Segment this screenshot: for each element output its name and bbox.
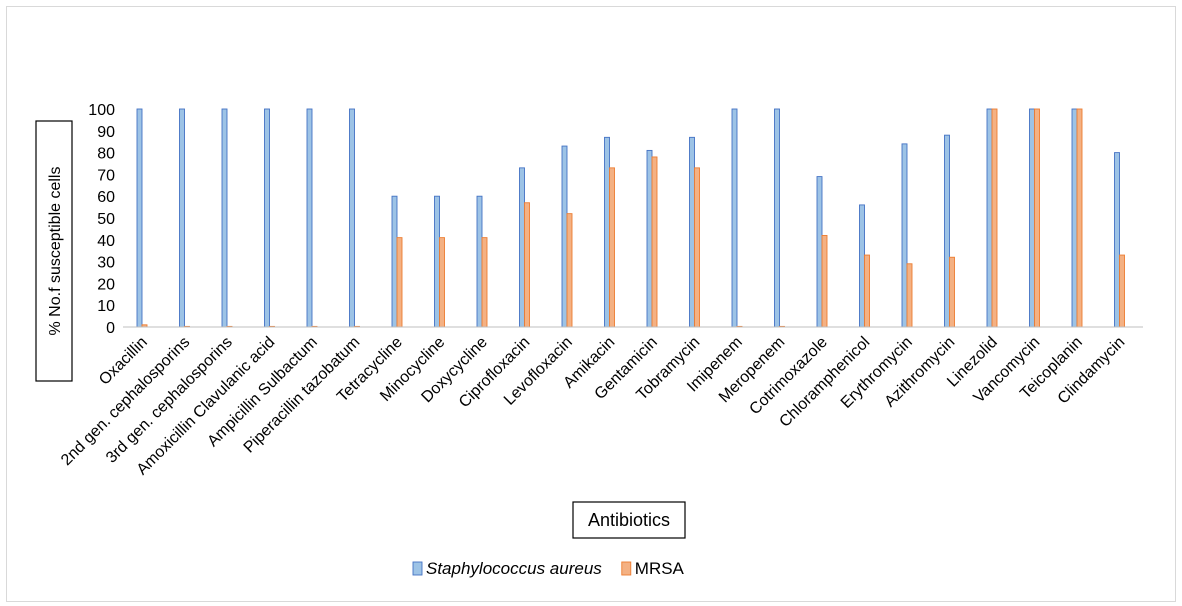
y-tick-label: 80: [97, 146, 115, 163]
y-tick-label: 40: [97, 233, 115, 250]
chart-frame: % No.f susceptible cells 0 10 20 30 40 50 60 70…: [6, 6, 1176, 602]
bar: [561, 145, 568, 328]
bar: [944, 134, 950, 328]
bar: [774, 108, 780, 328]
y-axis-title: % No.f susceptible cells: [47, 167, 64, 336]
y-tick-label: 10: [97, 298, 115, 315]
legend-label: MRSA: [635, 559, 685, 578]
bar: [1029, 108, 1035, 328]
bar: [519, 167, 525, 328]
bar: [949, 256, 955, 328]
y-tick-label: 100: [88, 102, 115, 119]
bar: [609, 167, 615, 328]
bar: [306, 108, 313, 328]
bar: [694, 167, 700, 328]
y-tick-label: 0: [106, 320, 115, 337]
y-tick-label: 90: [97, 124, 115, 141]
bar: [646, 149, 653, 328]
y-tick-label: 50: [97, 211, 115, 228]
legend-label: Staphylococcus aureus: [426, 559, 602, 578]
bar: [476, 195, 483, 328]
bar: [349, 108, 355, 328]
bar: [991, 108, 998, 328]
bar: [859, 204, 865, 328]
bar: [481, 237, 488, 328]
y-tick-label: 60: [97, 189, 115, 206]
bar: [1114, 152, 1120, 328]
bar-chart: % No.f susceptible cells 0 10 20 30 40 50 60 70…: [35, 102, 1143, 578]
bar: [391, 195, 398, 328]
bar: [1119, 254, 1125, 328]
bar-series: [136, 108, 1125, 328]
bar: [816, 176, 823, 328]
x-axis-title-box: [572, 501, 686, 539]
bar: [604, 136, 610, 328]
bar: [1071, 108, 1078, 328]
bar: [689, 136, 695, 328]
bar: [264, 108, 270, 328]
legend: Staphylococcus aureus MRSA: [412, 559, 685, 578]
bar: [821, 234, 828, 328]
bar: [1034, 108, 1040, 328]
bar: [906, 263, 913, 328]
bar: [864, 254, 870, 328]
y-axis-ticks: 0 10 20 30 40 50 60 70 80 90 100: [88, 102, 115, 337]
y-axis-title-group: % No.f susceptible cells: [35, 120, 73, 382]
bar: [524, 202, 530, 328]
bar: [439, 237, 445, 328]
bar: [434, 195, 440, 328]
bar: [986, 108, 993, 328]
bar: [566, 213, 573, 328]
legend-swatch: [621, 561, 632, 576]
y-tick-label: 70: [97, 167, 115, 184]
bar: [1076, 108, 1083, 328]
legend-swatch: [412, 561, 423, 576]
bar: [731, 108, 738, 328]
bar: [221, 108, 228, 328]
bar: [901, 143, 908, 328]
y-tick-label: 30: [97, 255, 115, 272]
bar: [179, 108, 185, 328]
x-axis-title-group: Antibiotics: [572, 501, 686, 539]
x-axis-title: Antibiotics: [588, 510, 670, 530]
bar: [396, 237, 403, 328]
bar: [136, 108, 143, 328]
bar: [651, 156, 658, 328]
y-tick-label: 20: [97, 276, 115, 293]
y-axis-title-box: [35, 120, 73, 382]
